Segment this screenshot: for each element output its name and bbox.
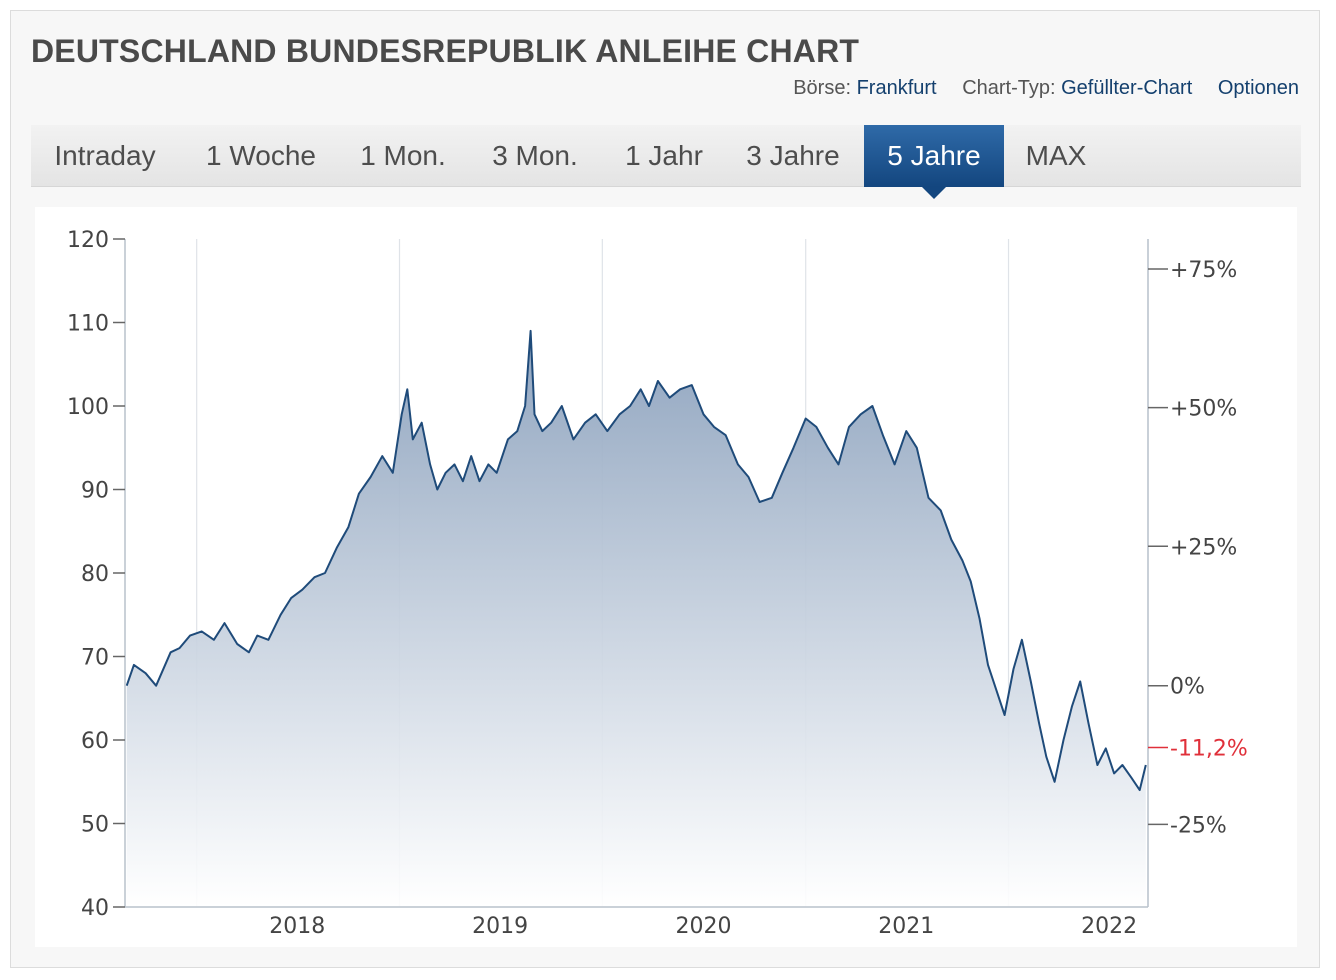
tab-max[interactable]: MAX: [1025, 140, 1087, 171]
options-link[interactable]: Optionen: [1217, 77, 1299, 99]
chart-options-bar: Börse: Frankfurt Chart-Typ: Gefüllter-Ch…: [793, 77, 1299, 100]
y-tick-label: 80: [81, 562, 109, 587]
x-tick-label: 2018: [269, 914, 325, 939]
current-value-label: -11,2%: [1170, 737, 1248, 762]
tab-1-mon[interactable]: 1 Mon.: [360, 140, 446, 171]
chart-widget: DEUTSCHLAND BUNDESREPUBLIK ANLEIHE CHART…: [10, 10, 1320, 968]
bond-price-chart: 2018 2019 2020 2021 2022 40 50 60 70 80 90 100 110 12…: [67, 228, 1248, 939]
y-tick-label: 60: [81, 729, 109, 754]
y-tick-label: 120: [67, 228, 109, 253]
y-tick-label: 70: [81, 646, 109, 671]
right-tick-label: +25%: [1170, 535, 1237, 560]
exchange-link[interactable]: Frankfurt: [856, 77, 937, 99]
tab-3-mon[interactable]: 3 Mon.: [492, 140, 578, 171]
tab-5-jahre[interactable]: 5 Jahre: [864, 125, 1004, 199]
right-tick-label: 0%: [1170, 675, 1205, 700]
axes: [113, 238, 1168, 908]
timerange-tabs: Intraday 1 Woche 1 Mon. 3 Mon. 1 Jahr 3 …: [31, 125, 1301, 199]
charttype-link[interactable]: Gefüllter-Chart: [1061, 77, 1193, 99]
right-tick-label: -25%: [1170, 813, 1227, 838]
tab-1-woche[interactable]: 1 Woche: [206, 140, 316, 171]
y-tick-label: 90: [81, 479, 109, 504]
y-tick-label: 100: [67, 395, 109, 420]
charttype-label: Chart-Typ:: [962, 77, 1056, 99]
page-title: DEUTSCHLAND BUNDESREPUBLIK ANLEIHE CHART: [31, 33, 860, 69]
y-tick-label: 110: [67, 312, 109, 337]
series-area: [125, 329, 1147, 907]
chart-area: 2018 2019 2020 2021 2022 40 50 60 70 80 90 100 110 12…: [35, 207, 1297, 947]
y-tick-label: 40: [81, 896, 109, 921]
y-tick-label: 50: [81, 813, 109, 838]
x-tick-label: 2020: [675, 914, 731, 939]
tab-intraday[interactable]: Intraday: [54, 140, 156, 171]
x-tick-label: 2019: [472, 914, 528, 939]
x-tick-label: 2022: [1081, 914, 1137, 939]
right-tick-label: +75%: [1170, 258, 1237, 283]
exchange-label: Börse:: [793, 77, 852, 99]
x-tick-label: 2021: [878, 914, 934, 939]
right-tick-label: +50%: [1170, 397, 1237, 422]
tick-labels: 2018 2019 2020 2021 2022 40 50 60 70 80 90 100 110 12…: [67, 228, 1248, 939]
tab-3-jahre[interactable]: 3 Jahre: [746, 140, 840, 171]
tab-1-jahr[interactable]: 1 Jahr: [625, 140, 703, 171]
series-fill: [126, 330, 1146, 907]
series-line: [125, 329, 1147, 792]
